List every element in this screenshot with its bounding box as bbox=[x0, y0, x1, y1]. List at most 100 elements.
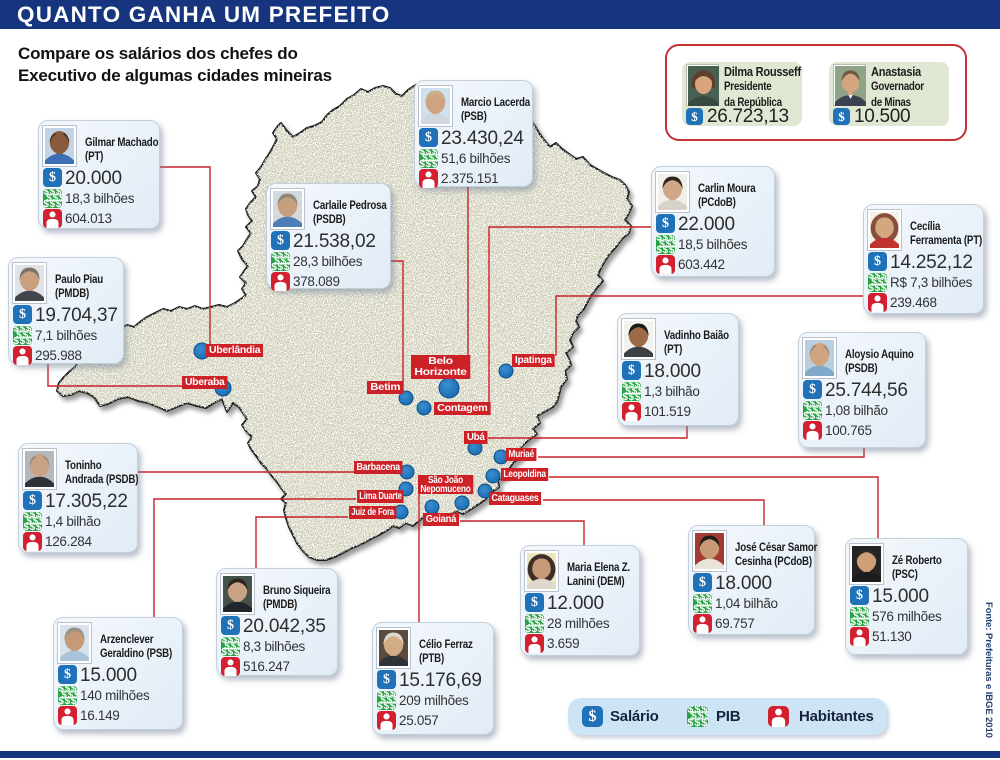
svg-text:$: $ bbox=[71, 696, 77, 705]
svg-text:$: $ bbox=[857, 607, 863, 616]
svg-text:$: $ bbox=[672, 238, 675, 249]
svg-text:$: $ bbox=[74, 689, 77, 700]
svg-text:$: $ bbox=[50, 189, 56, 198]
svg-text:$: $ bbox=[380, 694, 386, 705]
svg-text:$: $ bbox=[426, 149, 432, 158]
svg-text:$: $ bbox=[881, 273, 887, 282]
svg-text:$: $ bbox=[53, 192, 59, 203]
svg-text:$: $ bbox=[629, 382, 635, 391]
svg-text:$: $ bbox=[878, 276, 884, 287]
svg-text:$: $ bbox=[429, 152, 435, 163]
svg-text:$: $ bbox=[709, 597, 712, 608]
svg-text:$: $ bbox=[65, 686, 71, 695]
svg-text:$: $ bbox=[390, 701, 396, 710]
svg-text:$: $ bbox=[691, 710, 697, 722]
svg-text:$: $ bbox=[687, 717, 693, 727]
svg-text:$: $ bbox=[806, 404, 812, 415]
svg-text:$: $ bbox=[871, 276, 877, 287]
svg-text:$: $ bbox=[701, 706, 707, 715]
svg-text:$: $ bbox=[850, 617, 856, 626]
svg-text:$: $ bbox=[687, 706, 693, 715]
svg-text:$: $ bbox=[866, 610, 869, 621]
svg-text:$: $ bbox=[541, 617, 544, 628]
svg-text:$: $ bbox=[535, 617, 541, 628]
svg-text:$: $ bbox=[850, 607, 856, 616]
svg-text:$: $ bbox=[228, 637, 234, 646]
svg-text:$: $ bbox=[694, 717, 700, 727]
svg-text:$: $ bbox=[538, 624, 544, 633]
svg-text:$: $ bbox=[669, 245, 675, 254]
svg-text:$: $ bbox=[231, 640, 237, 651]
svg-text:$: $ bbox=[23, 512, 29, 521]
svg-text:$: $ bbox=[696, 597, 702, 608]
svg-text:$: $ bbox=[663, 245, 669, 254]
svg-text:$: $ bbox=[693, 604, 699, 613]
svg-text:$: $ bbox=[622, 382, 628, 391]
svg-text:$: $ bbox=[234, 637, 240, 646]
svg-text:$: $ bbox=[377, 691, 383, 700]
svg-text:$: $ bbox=[706, 594, 712, 603]
svg-text:$: $ bbox=[703, 597, 709, 608]
svg-text:$: $ bbox=[278, 262, 284, 271]
svg-text:$: $ bbox=[525, 614, 531, 623]
svg-text:$: $ bbox=[30, 522, 36, 531]
svg-text:$: $ bbox=[813, 404, 819, 415]
svg-text:$: $ bbox=[816, 411, 822, 420]
svg-text:$: $ bbox=[875, 283, 881, 292]
svg-text:$: $ bbox=[59, 192, 62, 203]
svg-text:$: $ bbox=[61, 689, 67, 700]
svg-text:$: $ bbox=[705, 710, 708, 722]
svg-text:$: $ bbox=[384, 701, 390, 710]
svg-text:$: $ bbox=[284, 262, 290, 271]
svg-text:$: $ bbox=[698, 710, 704, 722]
svg-text:$: $ bbox=[271, 252, 277, 261]
svg-text:$: $ bbox=[419, 159, 425, 168]
svg-text:$: $ bbox=[532, 614, 538, 623]
svg-text:$: $ bbox=[863, 607, 869, 616]
svg-text:$: $ bbox=[694, 706, 700, 715]
svg-text:$: $ bbox=[857, 617, 863, 626]
svg-text:$: $ bbox=[810, 411, 816, 420]
svg-text:$: $ bbox=[56, 199, 62, 208]
svg-text:$: $ bbox=[237, 640, 240, 651]
svg-text:$: $ bbox=[284, 252, 290, 261]
svg-text:$: $ bbox=[419, 149, 425, 158]
svg-text:$: $ bbox=[23, 522, 29, 531]
svg-text:$: $ bbox=[271, 262, 277, 271]
svg-text:$: $ bbox=[700, 594, 706, 603]
svg-text:$: $ bbox=[884, 276, 887, 287]
svg-text:$: $ bbox=[528, 617, 534, 628]
svg-text:$: $ bbox=[56, 189, 62, 198]
svg-text:$: $ bbox=[43, 199, 49, 208]
svg-text:$: $ bbox=[68, 689, 74, 700]
svg-text:$: $ bbox=[71, 686, 77, 695]
svg-text:$: $ bbox=[426, 159, 432, 168]
svg-text:$: $ bbox=[26, 326, 32, 335]
svg-text:$: $ bbox=[43, 189, 49, 198]
svg-text:$: $ bbox=[656, 245, 662, 254]
svg-text:$: $ bbox=[224, 640, 230, 651]
svg-text:$: $ bbox=[853, 610, 859, 621]
svg-text:$: $ bbox=[65, 696, 71, 705]
svg-text:$: $ bbox=[868, 273, 874, 282]
svg-text:$: $ bbox=[863, 617, 869, 626]
svg-text:$: $ bbox=[58, 696, 64, 705]
svg-text:$: $ bbox=[29, 329, 32, 340]
svg-text:$: $ bbox=[221, 637, 227, 646]
svg-text:$: $ bbox=[659, 238, 665, 249]
svg-text:$: $ bbox=[23, 329, 29, 340]
svg-text:$: $ bbox=[16, 329, 22, 340]
svg-text:$: $ bbox=[393, 694, 396, 705]
svg-text:$: $ bbox=[58, 686, 64, 695]
svg-text:$: $ bbox=[632, 385, 638, 396]
svg-text:$: $ bbox=[228, 647, 234, 656]
svg-text:$: $ bbox=[33, 515, 39, 526]
svg-text:$: $ bbox=[803, 411, 809, 420]
svg-text:$: $ bbox=[435, 152, 438, 163]
svg-text:$: $ bbox=[860, 610, 866, 621]
svg-text:$: $ bbox=[13, 336, 19, 345]
svg-text:$: $ bbox=[26, 336, 32, 345]
svg-text:$: $ bbox=[422, 152, 428, 163]
svg-text:$: $ bbox=[46, 192, 52, 203]
svg-text:$: $ bbox=[538, 614, 544, 623]
